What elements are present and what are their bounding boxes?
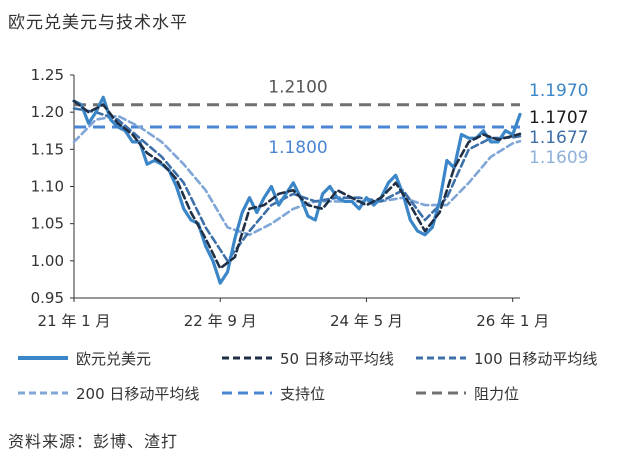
- ma50-end-label: 1.1707: [529, 108, 588, 128]
- x-tick-label: 24 年 5 月: [330, 312, 403, 330]
- legend-label-ma100: 100 日移动平均线: [474, 350, 597, 368]
- y-tick-label: 1.05: [31, 215, 64, 233]
- ma100-end-label: 1.1677: [529, 128, 588, 148]
- y-tick-label: 1.25: [31, 66, 64, 84]
- legend-label-resistance: 阻力位: [474, 385, 519, 403]
- y-tick-label: 0.95: [31, 289, 64, 307]
- ma100-series-line: [72, 107, 522, 263]
- support-value-label: 1.1800: [268, 138, 327, 158]
- x-tick-label: 22 年 9 月: [184, 312, 257, 330]
- y-tick-label: 1.20: [31, 103, 64, 121]
- x-tick-label: 26 年 1 月: [476, 312, 549, 330]
- y-tick-label: 1.10: [31, 178, 64, 196]
- source-note: 资料来源：彭博、渣打: [8, 432, 179, 451]
- eurusd-series-line: [72, 95, 522, 285]
- x-tick-label: 21 年 1 月: [38, 312, 111, 330]
- legend-label-support: 支持位: [280, 385, 325, 403]
- legend-label-eurusd: 欧元兑美元: [76, 350, 151, 368]
- y-tick-label: 1.15: [31, 140, 64, 158]
- ma200-end-label: 1.1609: [529, 148, 588, 168]
- ma50-series-line: [72, 99, 522, 270]
- eurusd-end-label: 1.1970: [529, 81, 588, 101]
- y-tick-label: 1.00: [31, 252, 64, 270]
- resistance-value-label: 1.2100: [268, 78, 327, 98]
- legend-label-ma200: 200 日移动平均线: [76, 385, 199, 403]
- chart-title: 欧元兑美元与技术水平: [8, 13, 188, 33]
- legend-label-ma50: 50 日移动平均线: [280, 350, 394, 368]
